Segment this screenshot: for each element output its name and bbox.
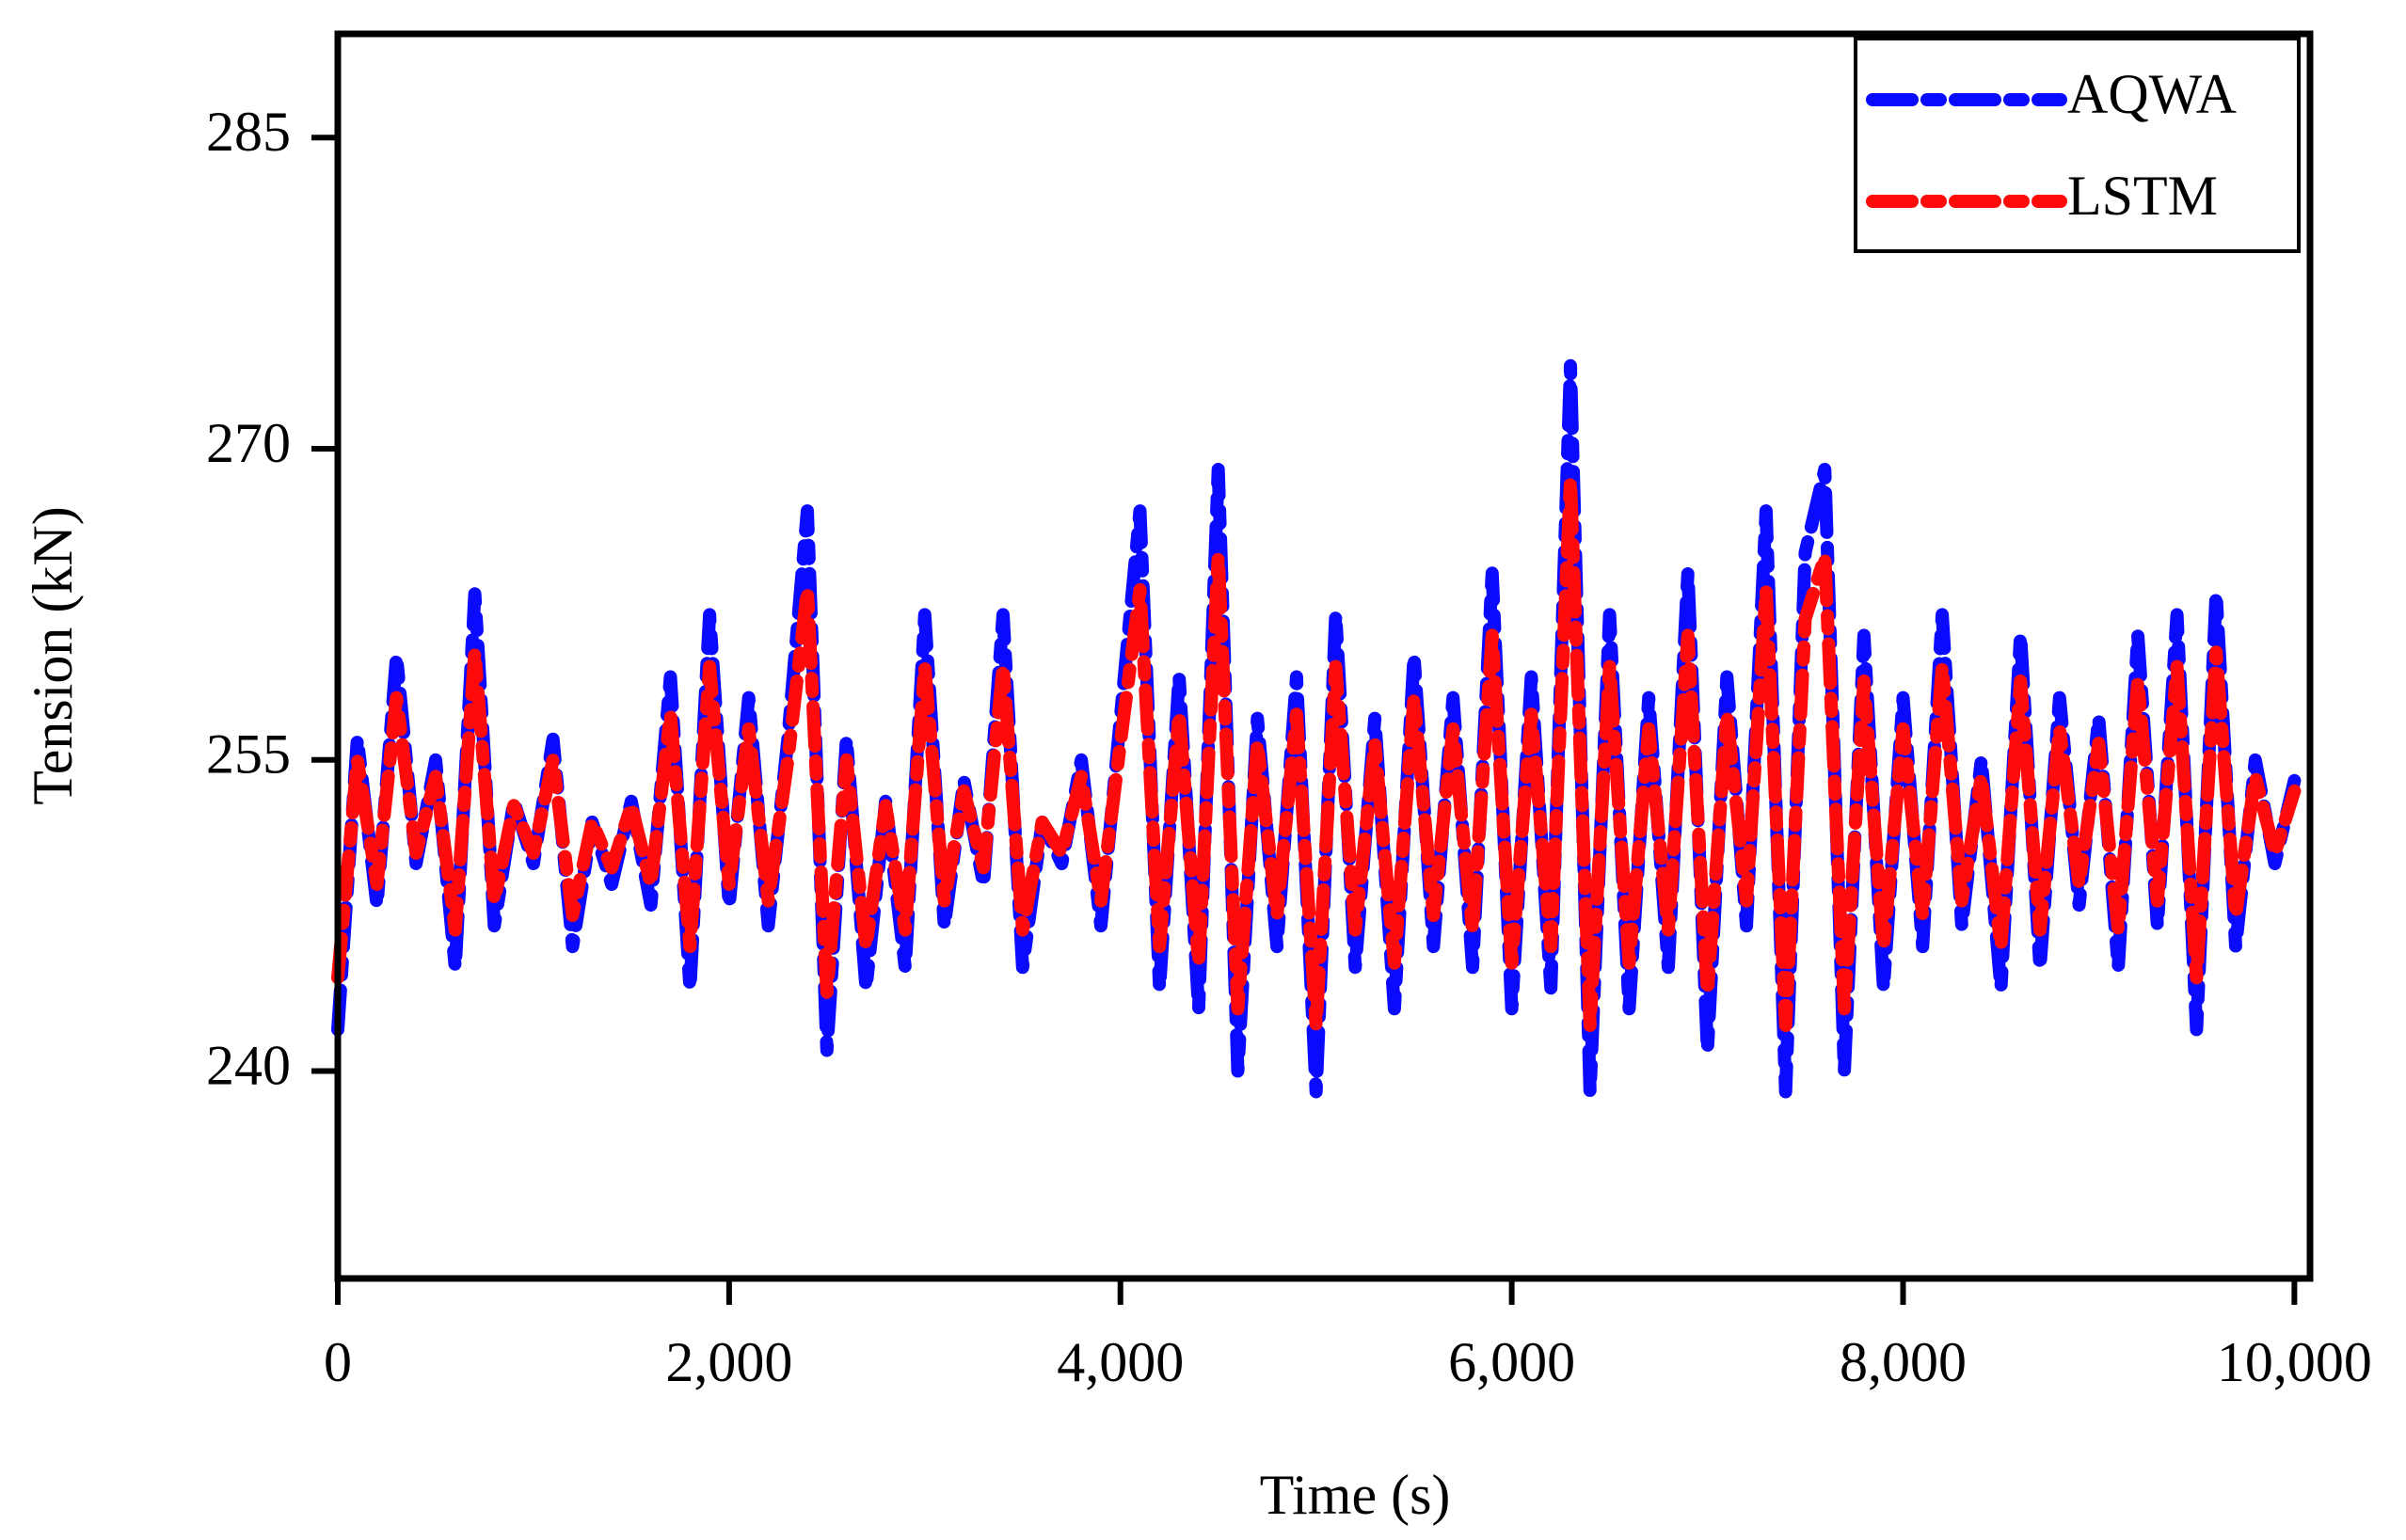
x-tick-label: 10,000: [2217, 1331, 2372, 1393]
x-tick-label: 6,000: [1448, 1331, 1575, 1393]
plot-frame: [334, 30, 2314, 1282]
y-tick-label: 270: [206, 412, 291, 474]
y-axis-title: Tension (kN): [22, 506, 84, 804]
x-tick-label: 2,000: [665, 1331, 792, 1393]
legend-label: LSTM: [2067, 165, 2218, 227]
x-axis-title: Time (s): [1260, 1464, 1451, 1526]
x-tick-label: 8,000: [1840, 1331, 1967, 1393]
legend-label: AQWA: [2067, 63, 2237, 125]
y-tick-label: 240: [206, 1034, 291, 1096]
x-tick-label: 0: [324, 1331, 352, 1393]
legend-box: [1854, 37, 2301, 253]
series-line: [331, 473, 2302, 1032]
x-tick-label: 4,000: [1057, 1331, 1184, 1393]
y-tick-label: 285: [206, 101, 291, 163]
y-tick-label: 255: [206, 723, 291, 786]
